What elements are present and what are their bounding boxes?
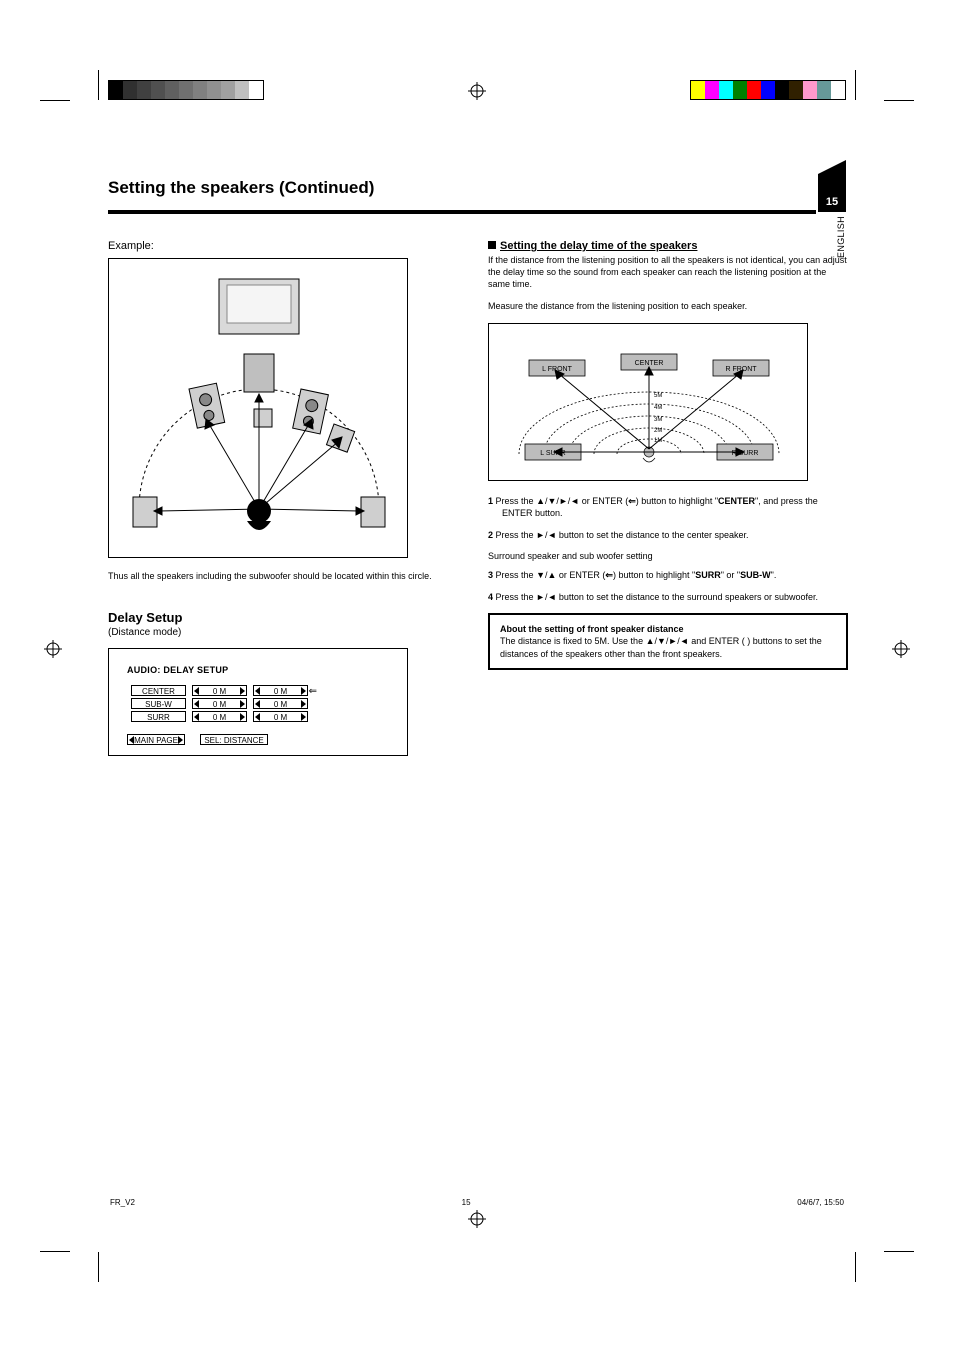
svg-text:3M: 3M	[654, 417, 662, 423]
step-2: 2 Press the ►/◄ button to set the distan…	[488, 529, 848, 541]
osd-value-cell: 0 M⇐	[253, 685, 308, 696]
osd-value-cell: 0 M	[253, 698, 308, 709]
registration-mark	[468, 1210, 486, 1228]
step-3: 3 Press the ▼/▲ or ENTER (⇐) button to h…	[488, 569, 848, 581]
registration-mark	[892, 640, 910, 658]
section-title: Setting the speakers (Continued)	[108, 178, 374, 198]
osd-nav-select: SEL: DISTANCE	[200, 734, 268, 745]
delay-setup-subheading: (Distance mode)	[108, 627, 468, 638]
body-paragraph: Measure the distance from the listening …	[488, 300, 848, 312]
osd-row-label: CENTER	[131, 685, 186, 696]
svg-text:5M: 5M	[654, 393, 662, 399]
figure-caption: Thus all the speakers including the subw…	[108, 570, 468, 582]
svg-text:4M: 4M	[654, 405, 662, 411]
page-number: 15	[826, 196, 838, 208]
crop-mark	[98, 1252, 99, 1282]
crop-mark	[40, 100, 70, 101]
crop-mark	[884, 1251, 914, 1252]
sub-note: Surround speaker and sub woofer setting	[488, 551, 848, 561]
footer-left: FR_V2	[110, 1198, 135, 1207]
grayscale-calibration-bar	[108, 80, 264, 100]
osd-value-cell: 0 M	[192, 698, 247, 709]
section-rule	[108, 210, 816, 214]
footer-right: 04/6/7, 15:50	[797, 1198, 844, 1207]
example-label: Example:	[108, 240, 468, 252]
note-heading: About the setting of front speaker dista…	[500, 623, 836, 635]
step-1: 1 Press the ▲/▼/►/◄ or ENTER (⇐) button …	[488, 495, 848, 519]
color-calibration-bar	[690, 80, 846, 100]
osd-title: AUDIO: DELAY SETUP	[127, 665, 389, 675]
step-4: 4 Press the ►/◄ button to set the distan…	[488, 591, 848, 603]
osd-nav-mainpage: MAIN PAGE	[127, 734, 185, 745]
osd-value-cell: 0 M	[192, 685, 247, 696]
osd-value-cell: 0 M	[253, 711, 308, 722]
note-body: The distance is fixed to 5M. Use the ▲/▼…	[500, 635, 836, 659]
registration-mark	[44, 640, 62, 658]
osd-delay-setup-panel: AUDIO: DELAY SETUP CENTER 0 M 0 M⇐ SUB-W…	[108, 648, 408, 756]
footer-center: 15	[462, 1198, 471, 1207]
body-paragraph: If the distance from the listening posit…	[488, 254, 848, 290]
osd-table: CENTER 0 M 0 M⇐ SUB-W 0 M 0 M SURR 0 M 0…	[127, 683, 312, 724]
crop-mark	[98, 70, 99, 100]
page-number-tab: 15	[818, 160, 846, 212]
delay-time-heading: Setting the delay time of the speakers	[488, 240, 848, 252]
registration-mark	[468, 82, 486, 100]
bullet-square-icon	[488, 241, 496, 249]
osd-row-label: SURR	[131, 711, 186, 722]
crop-mark	[884, 100, 914, 101]
crop-mark	[855, 1252, 856, 1282]
page-footer: FR_V2 15 04/6/7, 15:50	[0, 1198, 954, 1207]
speaker-distance-figure: 5M 4M 3M 2M 1M L FRONTCENTERR FRONTL SUR…	[488, 323, 808, 481]
crop-mark	[40, 1251, 70, 1252]
osd-value-cell: 0 M	[192, 711, 247, 722]
delay-setup-heading: Delay Setup	[108, 610, 468, 625]
speaker-layout-figure	[108, 258, 408, 558]
front-speaker-note-box: About the setting of front speaker dista…	[488, 613, 848, 669]
crop-mark	[855, 70, 856, 100]
svg-text:2M: 2M	[654, 428, 662, 434]
osd-row-label: SUB-W	[131, 698, 186, 709]
